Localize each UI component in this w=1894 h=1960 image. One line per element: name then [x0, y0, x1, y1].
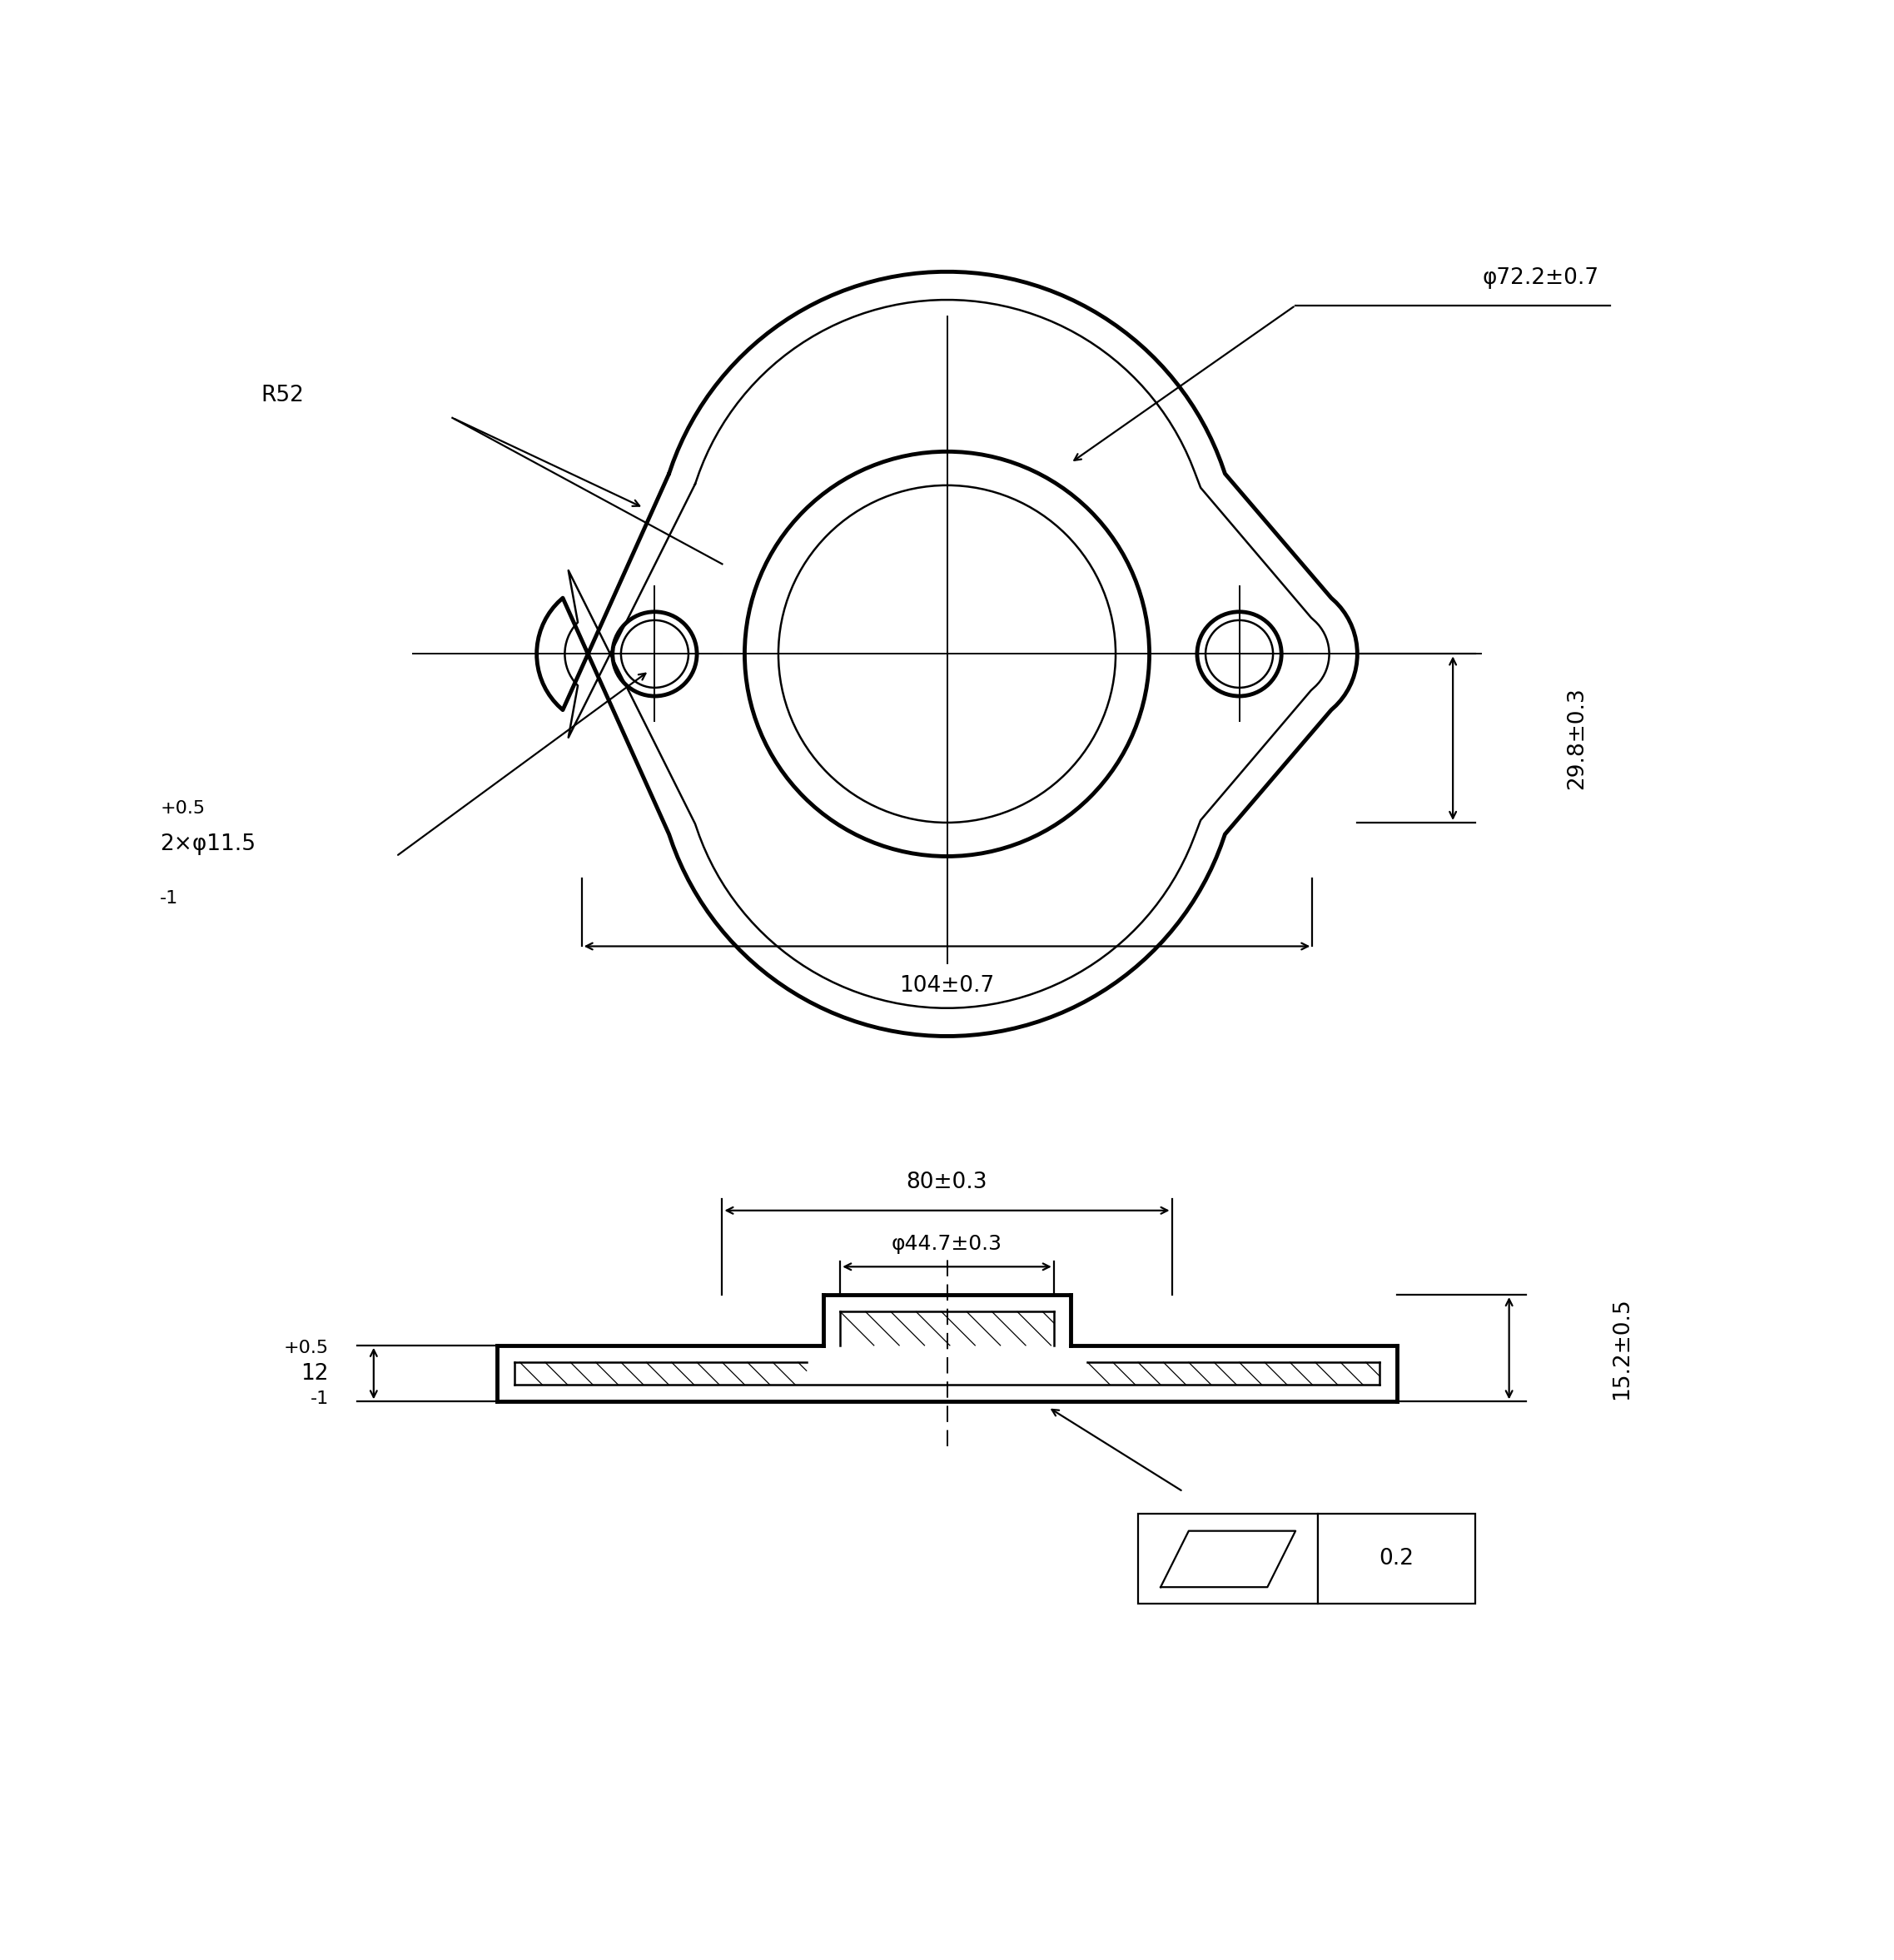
- Text: +0.5: +0.5: [284, 1341, 330, 1356]
- Text: -1: -1: [311, 1390, 330, 1407]
- Text: R52: R52: [261, 384, 305, 406]
- Polygon shape: [536, 272, 1358, 1037]
- Text: 0.2: 0.2: [1379, 1548, 1415, 1570]
- FancyBboxPatch shape: [1138, 1513, 1318, 1603]
- FancyBboxPatch shape: [1318, 1513, 1475, 1603]
- Text: 12: 12: [301, 1362, 330, 1384]
- Text: φ44.7±0.3: φ44.7±0.3: [892, 1235, 1002, 1254]
- Text: 104±0.7: 104±0.7: [900, 974, 994, 996]
- Text: -1: -1: [161, 890, 178, 907]
- Text: 2×φ11.5: 2×φ11.5: [161, 833, 256, 855]
- Text: 15.2±0.5: 15.2±0.5: [1610, 1298, 1633, 1399]
- Polygon shape: [498, 1296, 1396, 1401]
- Text: +0.5: +0.5: [161, 800, 205, 817]
- Text: 80±0.3: 80±0.3: [907, 1172, 987, 1194]
- Text: 29.8±0.3: 29.8±0.3: [1566, 688, 1587, 790]
- Text: φ72.2±0.7: φ72.2±0.7: [1483, 267, 1599, 288]
